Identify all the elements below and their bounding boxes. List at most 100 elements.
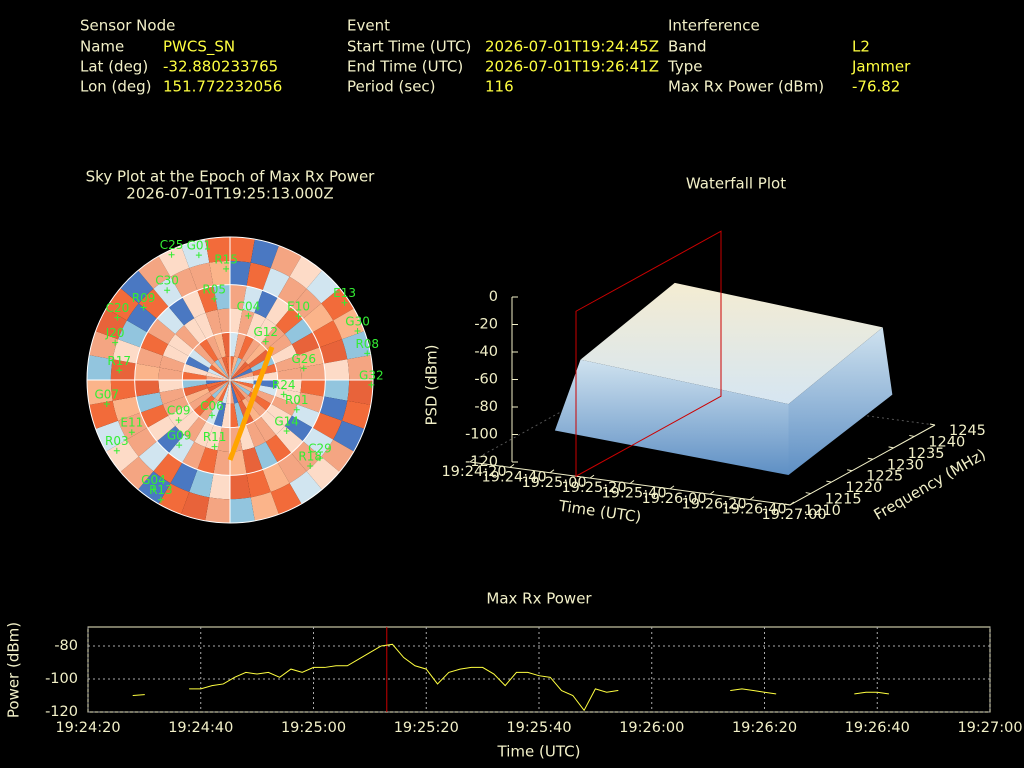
sky-cell [276, 367, 302, 380]
sky-cell [230, 380, 254, 385]
satellite [176, 442, 183, 449]
sky-cell [347, 380, 373, 405]
sky-cell [275, 425, 304, 454]
sky-cell [206, 380, 230, 389]
sky-cell [120, 270, 154, 304]
sky-cell [221, 403, 230, 428]
sky-cell [221, 356, 230, 380]
z-tick-label: -100 [465, 427, 498, 443]
sky-cell [213, 284, 230, 310]
satellite [208, 412, 215, 419]
sky-cell [230, 308, 243, 334]
satellite [262, 338, 269, 345]
sky-cell [136, 392, 163, 413]
satellite [168, 251, 175, 258]
sky-cell [297, 347, 324, 368]
sky-cell [271, 396, 298, 416]
sky-cell [230, 473, 251, 500]
sky-cell [147, 415, 176, 442]
satellite [211, 295, 218, 302]
sky-cell [230, 356, 235, 380]
sky-cell [162, 396, 189, 416]
header-label: Max Rx Power (dBm) [668, 78, 824, 96]
satellite-label: G01 [187, 239, 212, 253]
y-tick [826, 480, 832, 483]
sky-cell [230, 359, 246, 380]
sky-cell [140, 404, 169, 428]
satellite-label: C25 [160, 238, 184, 252]
satellite-label: G04 [141, 473, 166, 487]
y-tick-label: -100 [45, 671, 78, 687]
sky-cell [206, 380, 230, 385]
header-value: 116 [485, 78, 514, 96]
satellite [140, 304, 147, 311]
header-label: Lon (deg) [80, 78, 152, 96]
sky-cell [333, 420, 365, 452]
z-tick-label: -40 [474, 344, 498, 360]
sky-cell [188, 391, 212, 411]
sky-cell [182, 380, 207, 389]
sky-cell [159, 388, 186, 405]
sky-cell [211, 361, 230, 380]
sky-cell [246, 469, 271, 498]
y-tick-label: 1240 [928, 434, 965, 450]
surface-side [788, 327, 893, 476]
sky-cell [254, 441, 278, 470]
sky-cell [250, 239, 279, 269]
sky-cell [242, 447, 263, 474]
sky-cell [230, 403, 239, 428]
satellite-label: C20 [106, 301, 130, 315]
satellite-label: R17 [107, 354, 131, 368]
satellite-label: G26 [291, 352, 316, 366]
sky-cell [136, 347, 163, 368]
satellite [300, 365, 307, 372]
satellite [295, 313, 302, 320]
satellite [368, 381, 375, 388]
satellite [128, 429, 135, 436]
header-label: Name [80, 38, 124, 56]
sky-cell [207, 368, 230, 380]
sky-cell [194, 421, 214, 448]
sky-cell [158, 380, 184, 393]
sky-cell [271, 344, 298, 364]
sky-cell [209, 473, 230, 500]
sky-cell [175, 325, 200, 350]
header-title: Interference [668, 17, 760, 35]
sky-cell [206, 371, 230, 380]
sky-cell [170, 268, 198, 298]
x-tick-label: 19:24:20 [441, 464, 506, 480]
z-tick-label: -120 [465, 454, 498, 470]
sky-cell [120, 456, 154, 490]
sky-cell [112, 339, 141, 364]
sky-cell [230, 371, 254, 380]
sky-cell [183, 363, 208, 376]
sky-cell [230, 380, 254, 389]
sky-cell [134, 363, 160, 380]
sky-cell [347, 355, 373, 380]
sky-cell [87, 355, 113, 380]
sky-cell [207, 380, 230, 392]
sky-cell [230, 357, 242, 380]
sky-cell [230, 380, 239, 404]
sky-cell [205, 309, 222, 336]
sky-cell [158, 483, 190, 515]
sky-cell [277, 276, 307, 307]
sky-cell [182, 371, 207, 380]
x-tick-label: 19:26:20 [681, 496, 746, 512]
sky-cell [189, 262, 214, 291]
sky-cell [158, 367, 184, 380]
sky-cell [209, 260, 230, 287]
sky-cell [341, 331, 371, 360]
sky-cell [156, 425, 185, 454]
y-tick-label: -80 [54, 638, 78, 654]
header-title: Sensor Node [80, 17, 175, 35]
y-axis-title: Power (dBm) [5, 622, 23, 718]
satellite [116, 367, 123, 374]
satellite-label: G12 [253, 325, 278, 339]
sky-cell [159, 355, 186, 372]
sky-cell [118, 320, 148, 348]
header-value: -76.82 [852, 78, 900, 96]
sky-cell [206, 375, 230, 380]
sky-cell [184, 416, 207, 442]
